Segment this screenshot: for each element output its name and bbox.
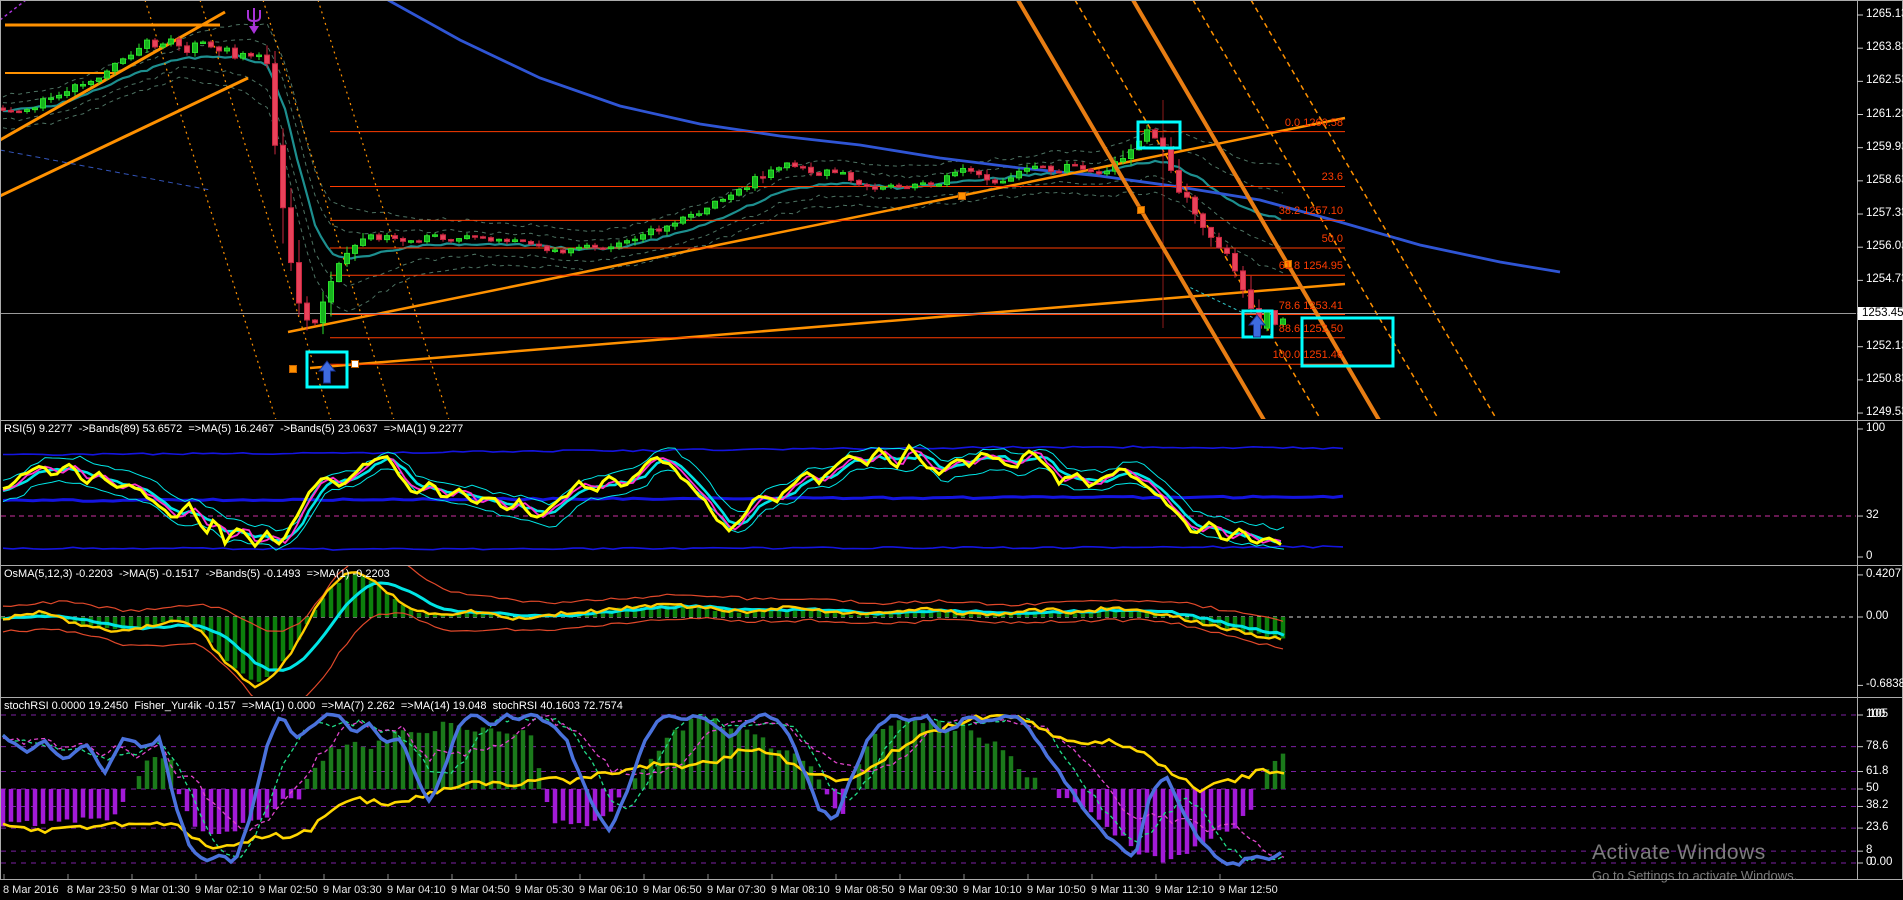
time-axis-label: 9 Mar 07:30 <box>707 884 766 896</box>
rsi-indicator-label: RSI(5) 9.2277 ->Bands(89) 53.6572 =>MA(5… <box>4 423 464 435</box>
stoch-axis-label: 100 <box>1866 708 1886 720</box>
stoch-axis-label: 0.00 <box>1870 856 1893 868</box>
time-axis-label: 9 Mar 12:10 <box>1155 884 1214 896</box>
watermark-line2: Go to Settings to activate Windows. <box>1592 868 1798 883</box>
stoch-axis-label: 8 <box>1866 844 1873 857</box>
stoch-axis-label: 105 <box>1869 708 1889 720</box>
time-axis-label: 9 Mar 08:10 <box>771 884 830 896</box>
stoch-axis-label: 23.6 <box>1866 821 1889 834</box>
time-axis-label: 9 Mar 10:10 <box>963 884 1022 896</box>
time-axis-label: 9 Mar 09:30 <box>899 884 958 896</box>
time-axis-label: 9 Mar 03:30 <box>323 884 382 896</box>
time-axis-label: 9 Mar 04:10 <box>387 884 446 896</box>
stochrsi-indicator-label: stochRSI 0.0000 19.2450 Fisher_Yur4ik -0… <box>4 700 623 712</box>
rsi-axis-label: 100 <box>1866 422 1886 434</box>
time-axis-label: 9 Mar 02:10 <box>195 884 254 896</box>
price-axis-label: 1249.53 <box>1866 406 1903 419</box>
price-axis-label: 1262.53 <box>1866 74 1903 87</box>
time-axis-label: 9 Mar 08:50 <box>835 884 894 896</box>
price-axis-label: 1250.83 <box>1866 372 1903 385</box>
time-axis-label: 9 Mar 02:50 <box>259 884 318 896</box>
fib-level-label: 61.8 1254.95 <box>1278 260 1343 273</box>
price-axis-label: 1258.63 <box>1866 173 1903 186</box>
fib-level-label: 38.2 1257.10 <box>1278 205 1343 218</box>
time-axis-label: 9 Mar 04:50 <box>451 884 510 896</box>
fib-level-label: 100.0 1251.46 <box>1272 349 1343 362</box>
time-axis-label: 9 Mar 12:50 <box>1219 884 1278 896</box>
current-price-label: 1253.45 <box>1858 307 1903 320</box>
activate-windows-watermark: Activate Windows Go to Settings to activ… <box>1592 841 1797 883</box>
time-axis-label: 9 Mar 06:10 <box>579 884 638 896</box>
fib-level-label: 50.0 <box>1321 232 1343 245</box>
price-axis-label: 1265.13 <box>1866 8 1903 20</box>
price-axis-label: 1256.03 <box>1866 240 1903 253</box>
time-axis-label: 9 Mar 05:30 <box>515 884 574 896</box>
price-axis-label: 1252.13 <box>1866 339 1903 352</box>
time-axis-label: 8 Mar 2016 <box>3 884 59 896</box>
time-axis-label: 9 Mar 10:50 <box>1027 884 1086 896</box>
price-axis-label: 1259.93 <box>1866 140 1903 153</box>
stoch-axis-label: 50 <box>1866 782 1879 794</box>
rsi-axis-label: 32 <box>1866 509 1879 522</box>
osma-indicator-label: OsMA(5,12,3) -0.2203 ->MA(5) -0.1517 ->B… <box>4 568 390 580</box>
osma-axis-label: 0.4207 <box>1866 567 1902 580</box>
time-axis-label: 9 Mar 11:30 <box>1091 884 1149 896</box>
stoch-axis-label: 78.6 <box>1866 739 1889 752</box>
fib-level-label: 0.0 1260.58 <box>1284 116 1343 129</box>
fib-level-label: 78.6 1253.41 <box>1278 299 1343 312</box>
rsi-axis-label: 0 <box>1866 550 1873 562</box>
price-axis-label: 1254.73 <box>1866 273 1903 286</box>
fib-level-label: 23.6 <box>1321 171 1343 184</box>
watermark-line1: Activate Windows <box>1592 841 1766 864</box>
price-axis-label: 1261.23 <box>1866 107 1903 120</box>
price-axis-label: 1263.83 <box>1866 41 1903 54</box>
stoch-axis-label: 0 <box>1866 856 1873 868</box>
osma-axis-label: -0.6838 <box>1866 678 1903 691</box>
fib-level-label: 88.6 1252.50 <box>1278 322 1343 335</box>
time-axis-label: 8 Mar 23:50 <box>67 884 126 896</box>
stoch-axis-label: 38.2 <box>1866 799 1889 812</box>
price-axis-label: 1257.33 <box>1866 207 1903 220</box>
time-axis-label: 9 Mar 01:30 <box>131 884 190 896</box>
stoch-axis-label: 61.8 <box>1866 764 1889 777</box>
osma-axis-label: 0.00 <box>1866 610 1889 622</box>
time-axis-label: 9 Mar 06:50 <box>643 884 702 896</box>
